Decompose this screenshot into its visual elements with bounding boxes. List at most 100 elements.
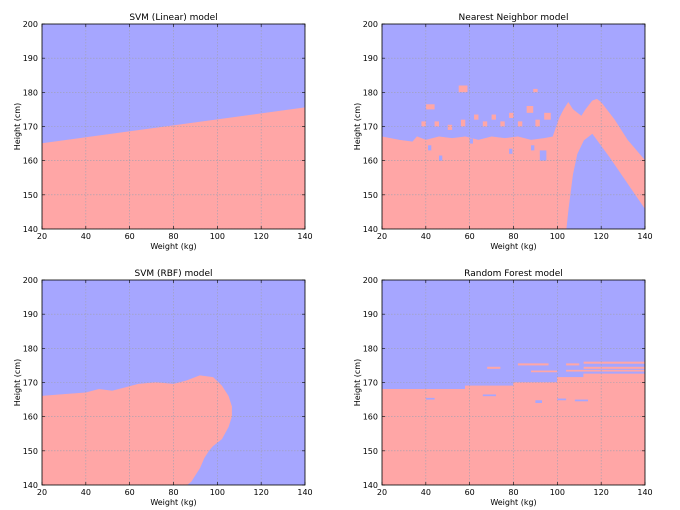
x-tick-label: 100	[550, 232, 565, 241]
x-tick-label: 40	[81, 488, 91, 497]
chart-panel: 20 40 60 80 100 120 140 140 150 160 170 180 190 200 SV…	[13, 13, 313, 251]
decision-patch	[425, 397, 435, 400]
x-axis-label: Weight (kg)	[490, 498, 536, 507]
chart-title: SVM (RBF) model	[134, 269, 212, 279]
x-tick-label: 80	[168, 488, 178, 497]
y-tick-label: 180	[23, 344, 38, 353]
decision-patch	[566, 369, 645, 372]
decision-patch	[425, 104, 435, 110]
y-tick-label: 150	[363, 447, 378, 456]
decision-patch	[517, 363, 549, 366]
decision-patch	[500, 121, 505, 127]
x-tick-label: 60	[465, 232, 475, 241]
x-tick-label: 100	[210, 488, 225, 497]
y-tick-label: 150	[363, 191, 378, 200]
x-tick-label: 120	[594, 488, 609, 497]
chart-panel: 20 40 60 80 100 120 140 140 150 160 170 180 190 200 SV…	[13, 269, 313, 507]
decision-patch	[428, 145, 432, 151]
y-tick-label: 200	[363, 20, 378, 29]
decision-patch	[482, 121, 488, 127]
decision-patch	[583, 366, 645, 369]
decision-patch	[517, 121, 523, 127]
decision-patch	[454, 150, 459, 154]
y-tick-label: 180	[363, 88, 378, 97]
chart-title: Nearest Neighbor model	[459, 13, 569, 23]
x-tick-label: 140	[297, 232, 312, 241]
decision-patch	[544, 112, 551, 120]
x-tick-label: 80	[508, 488, 518, 497]
decision-patch	[539, 150, 547, 161]
x-tick-label: 40	[81, 232, 91, 241]
x-tick-label: 140	[297, 488, 312, 497]
decision-patch	[460, 119, 466, 127]
decision-patch	[526, 106, 534, 113]
x-axis-label: Weight (kg)	[150, 498, 196, 507]
y-tick-label: 160	[363, 157, 378, 166]
x-tick-label: 40	[421, 488, 431, 497]
y-tick-label: 150	[23, 191, 38, 200]
decision-patch	[574, 399, 589, 402]
decision-patch	[443, 181, 448, 185]
x-tick-label: 80	[508, 232, 518, 241]
y-tick-label: 180	[23, 88, 38, 97]
plot-area	[382, 280, 645, 485]
x-tick-label: 20	[37, 232, 47, 241]
x-tick-label: 60	[125, 232, 135, 241]
y-tick-label: 140	[23, 481, 38, 490]
decision-patch	[535, 400, 542, 403]
y-tick-label: 160	[23, 157, 38, 166]
y-tick-label: 170	[363, 123, 378, 132]
decision-patch	[447, 124, 453, 130]
decision-patch	[421, 121, 426, 127]
decision-patch	[487, 366, 501, 369]
y-tick-label: 170	[363, 379, 378, 388]
y-axis-label: Height (cm)	[353, 103, 362, 150]
x-tick-label: 100	[550, 488, 565, 497]
decision-patch	[474, 114, 479, 120]
y-tick-label: 140	[363, 481, 378, 490]
y-tick-label: 190	[23, 54, 38, 63]
x-tick-label: 60	[465, 488, 475, 497]
decision-patch	[482, 150, 488, 154]
chart-title: Random Forest model	[464, 269, 563, 279]
y-tick-label: 150	[23, 447, 38, 456]
x-tick-label: 120	[594, 232, 609, 241]
y-tick-label: 200	[23, 276, 38, 285]
plot-area	[42, 24, 305, 229]
decision-patch	[583, 361, 645, 364]
decision-patch	[535, 119, 540, 127]
decision-patch	[434, 121, 439, 127]
y-tick-label: 190	[23, 310, 38, 319]
y-tick-label: 200	[23, 20, 38, 29]
x-axis-label: Weight (kg)	[150, 242, 196, 251]
decision-patch	[482, 394, 496, 397]
plot-area	[382, 24, 645, 229]
chart-panel: 20 40 60 80 100 120 140 140 150 160 170 180 190 200 Ra…	[353, 269, 653, 507]
y-axis-label: Height (cm)	[13, 103, 22, 150]
y-tick-label: 190	[363, 310, 378, 319]
decision-patch	[509, 148, 513, 154]
decision-patch	[458, 85, 468, 93]
chart-panel: 20 40 60 80 100 120 140 140 150 160 170 180 190 200 Ne…	[353, 13, 653, 251]
x-tick-label: 60	[125, 488, 135, 497]
y-tick-label: 170	[23, 379, 38, 388]
decision-region	[382, 98, 645, 229]
y-axis-label: Height (cm)	[353, 359, 362, 406]
decision-patch	[509, 112, 514, 118]
y-tick-label: 170	[23, 123, 38, 132]
x-tick-label: 20	[37, 488, 47, 497]
x-tick-label: 140	[637, 232, 652, 241]
y-tick-label: 160	[363, 413, 378, 422]
x-tick-label: 80	[168, 232, 178, 241]
decision-patch	[469, 138, 473, 144]
chart-title: SVM (Linear) model	[129, 13, 217, 23]
decision-patch	[491, 114, 496, 120]
x-tick-label: 20	[377, 488, 387, 497]
x-tick-label: 120	[254, 488, 269, 497]
decision-patch	[557, 398, 567, 401]
y-axis-label: Height (cm)	[13, 359, 22, 406]
decision-patch	[531, 145, 535, 151]
y-tick-label: 140	[23, 225, 38, 234]
y-tick-label: 140	[363, 225, 378, 234]
